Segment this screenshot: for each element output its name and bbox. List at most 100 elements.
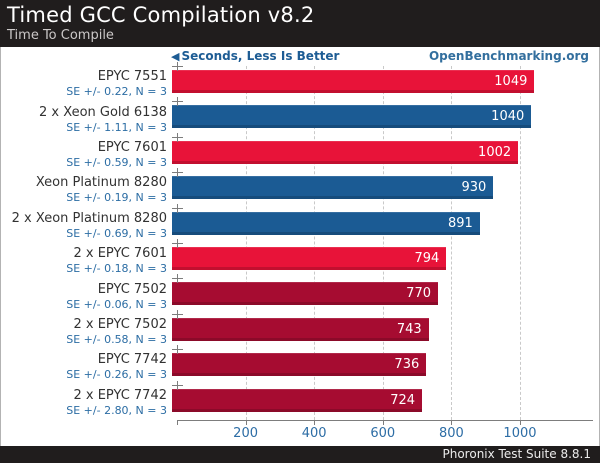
row-label: EPYC 7551 SE +/- 0.22, N = 3 (1, 66, 172, 101)
standard-error-label: SE +/- 0.22, N = 3 (66, 85, 167, 99)
row-label: EPYC 7742 SE +/- 0.26, N = 3 (1, 349, 172, 384)
x-axis-tick (177, 421, 178, 425)
bar-value-label: 770 (406, 286, 431, 302)
bar-value-label: 736 (394, 357, 420, 373)
cpu-name-label: 2 x EPYC 7502 (73, 316, 167, 332)
chart-header: Timed GCC Compilation v8.2 Time To Compi… (0, 0, 600, 47)
chart-subbar: ◀ Seconds, Less Is Better OpenBenchmarkin… (1, 47, 599, 66)
bar-value-label: 794 (414, 250, 440, 266)
bar-value-label: 724 (390, 392, 416, 408)
x-axis-tick-label: 400 (301, 426, 327, 441)
bar-row: 2 x EPYC 7742 SE +/- 2.80, N = 3 724 (1, 385, 599, 420)
bar-track: 930 (172, 172, 590, 207)
bar-row: EPYC 7601 SE +/- 0.59, N = 3 1002 (1, 137, 599, 172)
result-bar: 1002 (172, 140, 519, 164)
row-label: 2 x Xeon Gold 6138 SE +/- 1.11, N = 3 (1, 101, 172, 136)
x-axis-tick (451, 421, 453, 425)
row-label: Xeon Platinum 8280 SE +/- 0.19, N = 3 (1, 172, 172, 207)
cpu-name-label: EPYC 7601 (97, 139, 167, 155)
result-bar: 724 (172, 388, 423, 412)
bar-rows: EPYC 7551 SE +/- 0.22, N = 3 1049 2 x Xeon … (1, 62, 599, 420)
y-axis-tick (177, 345, 178, 355)
x-axis-tick (245, 421, 247, 425)
bar-track: 724 (172, 385, 590, 420)
x-axis-tick (519, 421, 521, 425)
bar-row: EPYC 7502 SE +/- 0.06, N = 3 770 (1, 278, 599, 313)
result-bar: 794 (172, 246, 447, 270)
chart-footer: Phoronix Test Suite 8.8.1 (0, 446, 600, 463)
result-bar: 736 (172, 353, 427, 377)
chart-area: ◀ Seconds, Less Is Better OpenBenchmarkin… (0, 47, 600, 446)
cpu-name-label: 2 x EPYC 7742 (73, 387, 167, 403)
cpu-name-label: 2 x Xeon Platinum 8280 (11, 210, 167, 226)
y-axis-tick (177, 239, 178, 248)
bar-row: 2 x EPYC 7601 SE +/- 0.18, N = 3 794 (1, 243, 599, 278)
result-bar: 930 (172, 176, 494, 200)
page-title: Timed GCC Compilation v8.2 (7, 3, 315, 27)
standard-error-label: SE +/- 1.11, N = 3 (66, 120, 167, 134)
bar-value-label: 743 (396, 321, 422, 337)
y-axis-tick (177, 168, 178, 178)
bar-track: 794 (172, 243, 590, 278)
standard-error-label: SE +/- 2.80, N = 3 (66, 403, 167, 417)
result-bar: 891 (172, 211, 480, 235)
bar-track: 1002 (172, 137, 590, 172)
standard-error-label: SE +/- 0.59, N = 3 (66, 155, 167, 169)
cpu-name-label: 2 x Xeon Gold 6138 (39, 104, 167, 120)
row-label: 2 x EPYC 7742 SE +/- 2.80, N = 3 (1, 385, 172, 420)
y-axis-tick (177, 97, 178, 107)
y-axis-tick (177, 132, 178, 142)
y-axis-tick (177, 380, 178, 390)
row-label: 2 x Xeon Platinum 8280 SE +/- 0.69, N = 3 (1, 208, 172, 243)
y-axis-tick (177, 309, 178, 319)
x-axis-tick (382, 421, 384, 425)
bar-track: 770 (172, 278, 590, 313)
y-axis-tick (177, 62, 178, 71)
bar-value-label: 1049 (494, 74, 528, 89)
bar-value-label: 891 (447, 215, 473, 231)
bar-row: Xeon Platinum 8280 SE +/- 0.19, N = 3 930 (1, 172, 599, 207)
bar-track: 891 (172, 208, 590, 243)
x-axis-tick-label: 1000 (503, 426, 537, 441)
result-bar: 1040 (172, 105, 532, 129)
standard-error-label: SE +/- 0.58, N = 3 (66, 332, 167, 346)
bar-track: 1049 (172, 66, 590, 101)
bar-row: EPYC 7742 SE +/- 0.26, N = 3 736 (1, 349, 599, 384)
y-axis-tick (177, 203, 178, 213)
cpu-name-label: Xeon Platinum 8280 (35, 175, 167, 191)
bar-row: 2 x Xeon Platinum 8280 SE +/- 0.69, N = 3… (1, 208, 599, 243)
axis-note-label: Seconds, Less Is Better (181, 49, 340, 63)
standard-error-label: SE +/- 0.26, N = 3 (66, 368, 167, 382)
result-bar: 743 (172, 317, 429, 341)
bar-track: 1040 (172, 101, 590, 136)
x-axis-tick-label: 800 (438, 426, 464, 441)
cpu-name-label: EPYC 7742 (97, 352, 167, 368)
x-axis-line (177, 420, 593, 421)
row-label: 2 x EPYC 7502 SE +/- 0.58, N = 3 (1, 314, 172, 349)
row-label: EPYC 7601 SE +/- 0.59, N = 3 (1, 137, 172, 172)
standard-error-label: SE +/- 0.69, N = 3 (66, 226, 167, 240)
standard-error-label: SE +/- 0.06, N = 3 (66, 297, 167, 311)
bar-value-label: 1002 (478, 144, 512, 160)
cpu-name-label: EPYC 7551 (97, 69, 167, 85)
page-subtitle: Time To Compile (7, 28, 114, 43)
footer-credit: Phoronix Test Suite 8.8.1 (442, 447, 592, 461)
bar-value-label: 1040 (491, 109, 525, 125)
cpu-name-label: 2 x EPYC 7601 (73, 246, 167, 262)
standard-error-label: SE +/- 0.18, N = 3 (66, 262, 167, 276)
axis-note: ◀ Seconds, Less Is Better (171, 49, 339, 63)
standard-error-label: SE +/- 0.19, N = 3 (66, 191, 167, 205)
left-arrow-icon: ◀ (171, 50, 180, 63)
bar-value-label: 930 (461, 180, 487, 196)
bar-track: 743 (172, 314, 590, 349)
bar-track: 736 (172, 349, 590, 384)
openbenchmarking-link[interactable]: OpenBenchmarking.org (428, 49, 589, 63)
plot-body: EPYC 7551 SE +/- 0.22, N = 3 1049 2 x Xeon … (1, 62, 599, 420)
result-bar: 770 (172, 282, 438, 306)
row-label: 2 x EPYC 7601 SE +/- 0.18, N = 3 (1, 243, 172, 278)
x-axis-tick-label: 200 (233, 426, 258, 441)
cpu-name-label: EPYC 7502 (97, 281, 167, 297)
row-label: EPYC 7502 SE +/- 0.06, N = 3 (1, 278, 172, 313)
y-axis-tick (177, 274, 178, 284)
